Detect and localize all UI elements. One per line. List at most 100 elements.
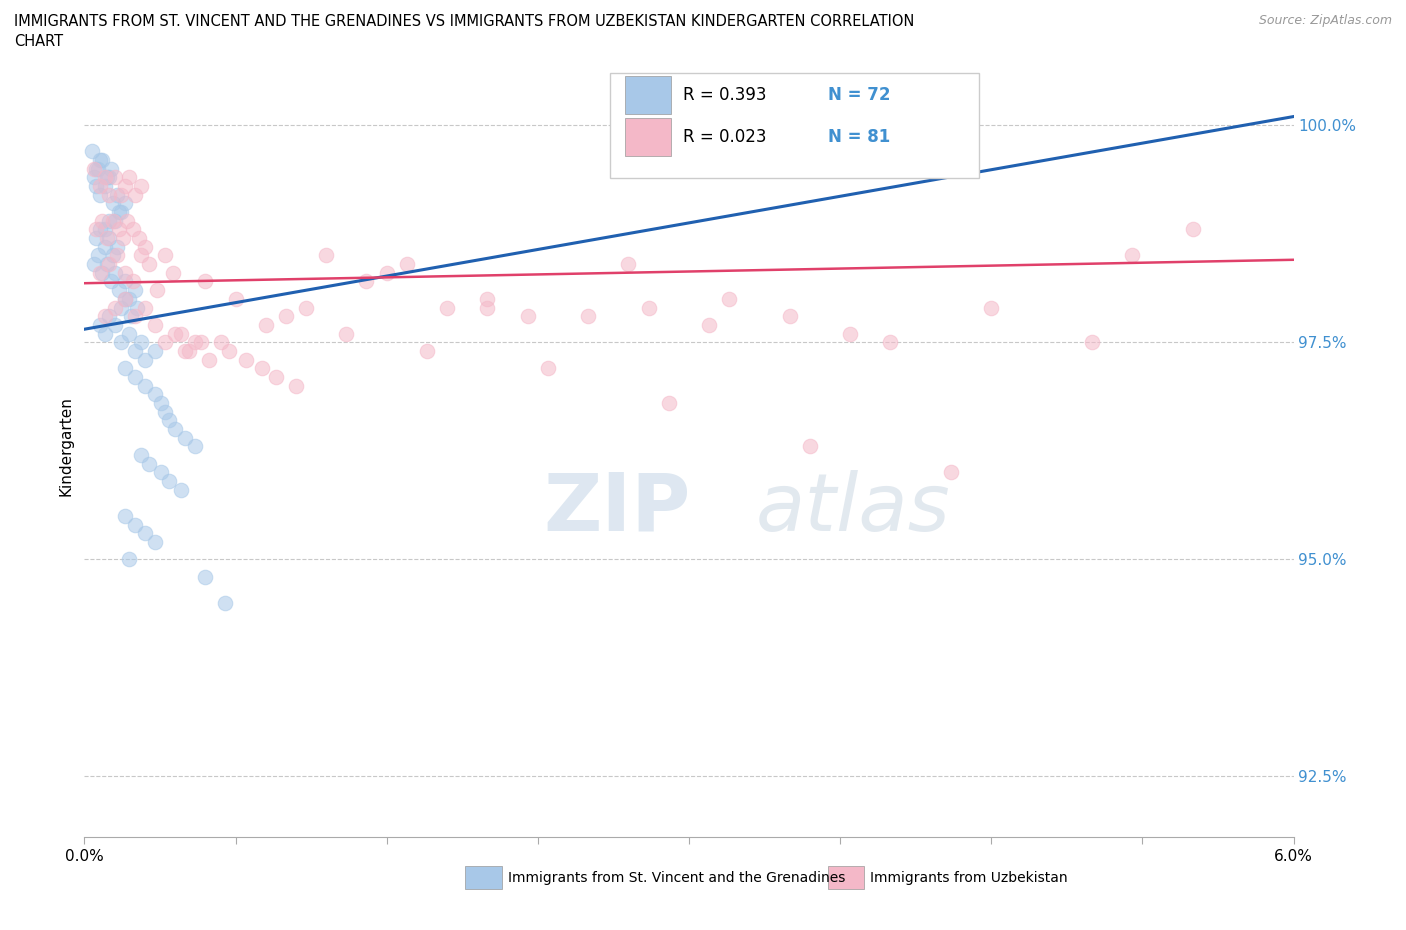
Point [82,144,104,159]
Point [146,283,169,298]
Point [697,317,720,332]
Point [110,205,132,219]
Point [86,231,108,246]
Point [118,326,141,341]
Text: R = 0.393: R = 0.393 [683,86,766,104]
FancyBboxPatch shape [610,73,979,179]
Bar [624,118,671,156]
Point [284,379,308,393]
Point [165,421,187,436]
Point [89,265,111,280]
Text: atlas: atlas [755,470,950,548]
Point [114,509,136,524]
Point [637,300,659,315]
Point [129,248,152,263]
Text: N = 72: N = 72 [828,86,890,104]
Point [153,405,176,419]
Point [114,361,136,376]
Point [124,517,146,532]
Point [86,179,108,193]
Point [134,300,156,315]
Point [209,335,232,350]
Point [101,213,124,228]
Point [118,291,141,306]
Point [110,187,132,202]
Point [315,248,337,263]
Point [194,569,217,584]
Point [254,317,277,332]
Point [356,274,378,289]
Point [395,257,418,272]
Point [138,457,160,472]
Point [107,283,129,298]
Point [153,335,176,350]
Point [143,317,166,332]
Text: N = 81: N = 81 [828,128,890,146]
Point [87,248,110,263]
Point [174,431,197,445]
Point [129,179,152,193]
Point [93,239,115,254]
Point [143,343,166,358]
Point [194,274,217,289]
Point [134,379,156,393]
Point [184,335,207,350]
Point [143,535,166,550]
Point [576,309,599,324]
Point [658,395,681,410]
Point [87,161,110,176]
Point [134,525,156,540]
Point [101,196,124,211]
Point [114,291,136,306]
Point [165,326,187,341]
Point [89,153,111,167]
Point [118,551,141,566]
Point [1181,222,1204,237]
Point [170,326,193,341]
Point [86,161,108,176]
Text: Immigrants from Uzbekistan: Immigrants from Uzbekistan [870,870,1069,884]
Point [879,335,901,350]
Point [97,170,120,185]
Point [250,361,273,376]
Point [93,179,115,193]
Point [83,161,105,176]
Point [114,274,136,289]
Point [170,483,193,498]
Point [105,187,128,202]
Text: IMMIGRANTS FROM ST. VINCENT AND THE GRENADINES VS IMMIGRANTS FROM UZBEKISTAN KIN: IMMIGRANTS FROM ST. VINCENT AND THE GREN… [14,14,914,29]
Point [89,222,111,237]
Point [235,352,257,367]
Point [100,274,122,289]
Point [93,170,115,185]
Point [91,265,114,280]
Point [97,257,120,272]
Point [89,187,111,202]
Point [124,283,146,298]
Point [83,170,105,185]
Point [124,309,146,324]
Point [477,300,499,315]
Point [111,231,134,246]
Point [91,213,114,228]
Point [83,257,105,272]
Text: Source: ZipAtlas.com: Source: ZipAtlas.com [1258,14,1392,27]
Point [101,248,124,263]
Point [97,309,120,324]
Point [105,239,128,254]
Point [198,352,221,367]
Point [436,300,458,315]
Point [179,343,201,358]
Point [218,343,240,358]
Point [779,309,801,324]
Bar [624,76,671,113]
Point [114,291,136,306]
Text: CHART: CHART [14,34,63,49]
Point [124,187,146,202]
Point [980,300,1002,315]
Point [516,309,538,324]
Point [118,170,141,185]
Point [97,187,120,202]
Point [162,265,184,280]
Point [93,326,115,341]
